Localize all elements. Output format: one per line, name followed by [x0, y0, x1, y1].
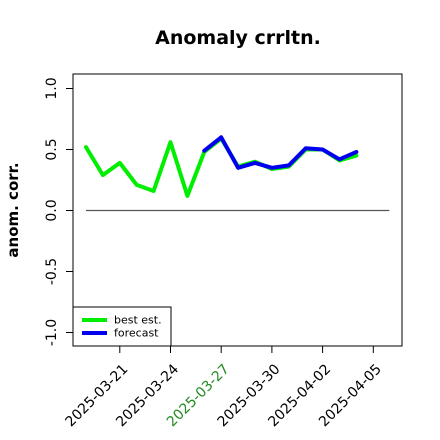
y-tick-label: 0.0 [44, 199, 60, 221]
x-axis-ticks: 2025-03-212025-03-242025-03-272025-03-30… [63, 346, 385, 430]
y-axis-ticks: -1.0 -0.5 0.0 0.5 1.0 [44, 77, 73, 346]
y-tick-label: 0.5 [44, 138, 60, 160]
series-lines [84, 135, 359, 198]
legend: best est.forecast [72, 306, 172, 347]
series-line [202, 135, 359, 170]
legend-box [72, 306, 172, 347]
y-tick-label: -1.0 [44, 319, 60, 346]
y-tick-label: 1.0 [44, 77, 60, 99]
y-axis-label: anom. corr. [4, 162, 22, 257]
chart-title: Anomaly crrltn. [155, 27, 321, 49]
y-tick-label: -0.5 [44, 258, 60, 285]
legend-entry: forecast [114, 327, 159, 340]
legend-entry: best est. [114, 314, 162, 327]
